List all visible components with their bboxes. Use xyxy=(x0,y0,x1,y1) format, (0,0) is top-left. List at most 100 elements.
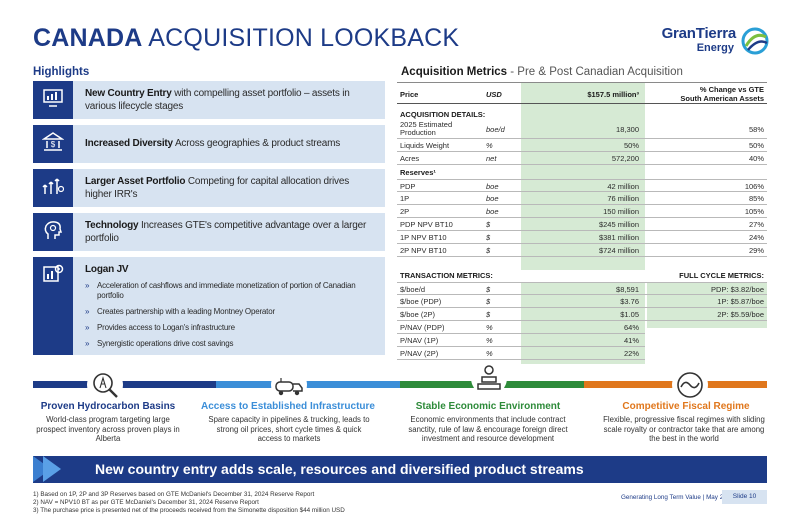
table-row: P/NAV (1P) % 41% xyxy=(397,334,645,347)
pillar-desc: Economic environments that include contr… xyxy=(408,415,568,443)
row-unit: net xyxy=(486,154,497,163)
gear-chart-icon xyxy=(33,257,73,355)
table-row: 1P NPV BT10 $ $381 million 24% xyxy=(397,231,767,244)
row-unit: % xyxy=(486,141,493,150)
row-label: 1P NPV BT10 xyxy=(400,233,447,242)
row-unit: % xyxy=(486,336,493,345)
row-value: 572,200 xyxy=(611,154,639,163)
row-change: 106% xyxy=(744,182,764,191)
row-label: 2P xyxy=(400,207,410,216)
company-logo: GranTierra Energy xyxy=(662,26,770,56)
metrics-header-rest: - Pre & Post Canadian Acquisition xyxy=(507,66,683,78)
row-label: P/NAV (PDP) xyxy=(400,323,445,332)
podium-icon xyxy=(471,360,507,396)
row-full-cycle: 2P: $5.59/boe xyxy=(717,310,764,319)
row-value: 50% xyxy=(623,141,639,150)
row-unit: % xyxy=(486,323,493,332)
row-unit: $ xyxy=(486,220,491,229)
table-row: $/boe (2P) $ $1.05 2P: $5.59/boe xyxy=(397,308,767,321)
row-value: 18,300 xyxy=(616,125,639,134)
logo-swirl-icon xyxy=(741,27,769,55)
table-row: Liquids Weight % 50% 50% xyxy=(397,139,767,152)
acq-section-title: ACQUISITION DETAILS: xyxy=(400,110,486,119)
band-segment-blue xyxy=(216,381,400,388)
chart-screen-icon xyxy=(33,81,73,119)
row-change: 50% xyxy=(748,141,764,150)
row-label: 2025 Estimated Production xyxy=(400,120,453,137)
footer-tagline: Generating Long Term Value | May 2025 xyxy=(621,494,734,501)
page-title-rest: ACQUISITION LOOKBACK xyxy=(142,24,460,52)
svg-text:$: $ xyxy=(51,140,56,149)
metrics-table: Price USD $157.5 million³ % Change vs GT… xyxy=(397,82,767,364)
row-value: $1.05 xyxy=(620,310,639,319)
pillar-title: Competitive Fiscal Regime xyxy=(622,401,750,412)
logo-line2: Energy xyxy=(696,42,734,54)
row-value: 76 million xyxy=(607,194,639,203)
col-value: $157.5 million³ xyxy=(587,90,639,99)
row-change: 58% xyxy=(748,125,764,134)
row-change: 85% xyxy=(748,194,764,203)
table-row: PDP boe 42 million 106% xyxy=(397,179,767,192)
highlight-title: New Country Entry xyxy=(85,88,172,99)
highlight-item: $ Increased Diversity Across geographies… xyxy=(33,125,385,163)
footnote: 3) The purchase price is presented net o… xyxy=(33,507,345,515)
col-price: Price xyxy=(400,90,419,99)
row-unit: boe/d xyxy=(486,125,505,134)
row-label: PDP NPV BT10 xyxy=(400,220,453,229)
row-value: 150 million xyxy=(603,207,639,216)
row-change: 40% xyxy=(748,154,764,163)
magnifier-rig-icon xyxy=(87,367,123,403)
pillar-desc: Spare capacity in pipelines & trucking, … xyxy=(208,415,370,443)
highlight-item: Logan JV Acceleration of cashflows and i… xyxy=(33,257,385,355)
row-value: $8,591 xyxy=(616,285,639,294)
pillar-title: Access to Established Infrastructure xyxy=(201,401,375,412)
growth-arrows-icon xyxy=(33,169,73,207)
row-unit: $ xyxy=(486,310,491,319)
row-value: $724 million xyxy=(598,246,639,255)
table-row: 2P boe 150 million 105% xyxy=(397,205,767,218)
row-value: 42 million xyxy=(607,182,639,191)
row-label: Liquids Weight xyxy=(400,141,450,150)
bullet-item: Creates partnership with a leading Montn… xyxy=(85,307,377,317)
table-row: $/boe/d $ $8,591 PDP: $3.82/boe xyxy=(397,282,767,295)
row-unit: $ xyxy=(486,297,491,306)
row-label: Acres xyxy=(400,154,420,163)
row-unit: % xyxy=(486,349,493,358)
highlights-header: Highlights xyxy=(33,66,90,78)
pillars-band xyxy=(33,381,767,388)
row-label: $/boe (2P) xyxy=(400,310,436,319)
highlights-list: New Country Entry with compelling asset … xyxy=(33,81,385,355)
row-unit: $ xyxy=(486,285,491,294)
truck-icon xyxy=(271,367,307,403)
row-change: 105% xyxy=(744,207,764,216)
highlight-text: Competing for capital allocation drives … xyxy=(85,176,350,200)
row-label: PDP xyxy=(400,182,416,191)
bank-dollar-icon: $ xyxy=(33,125,73,163)
footnotes: 1) Based on 1P, 2P and 3P Reserves based… xyxy=(33,491,345,516)
page-title-bold: CANADA xyxy=(33,24,143,52)
row-unit: boe xyxy=(486,194,499,203)
value-column-highlight xyxy=(521,82,645,270)
highlight-text: Across geographies & product streams xyxy=(172,138,341,149)
row-unit: $ xyxy=(486,246,491,255)
logan-jv-bullets: Acceleration of cashflows and immediate … xyxy=(85,281,377,349)
bullet-item: Synergistic operations drive cost saving… xyxy=(85,339,377,349)
tx-value-highlight xyxy=(521,282,645,364)
highlight-item: New Country Entry with compelling asset … xyxy=(33,81,385,119)
chevron-icon xyxy=(43,456,61,482)
row-full-cycle: PDP: $3.82/boe xyxy=(711,285,764,294)
footnote: 1) Based on 1P, 2P and 3P Reserves based… xyxy=(33,491,315,498)
footnote: 2) NAV = NPV10 BT as per GTE McDaniel's … xyxy=(33,499,259,507)
pillar-desc: World-class program targeting large pros… xyxy=(36,415,180,443)
row-full-cycle: 1P: $5.87/boe xyxy=(717,297,764,306)
col-usd: USD xyxy=(486,90,502,99)
table-row: Acres net 572,200 40% xyxy=(397,152,767,165)
table-row: PDP NPV BT10 $ $245 million 27% xyxy=(397,218,767,231)
row-value: $381 million xyxy=(598,233,639,242)
table-row: P/NAV (2P) % 22% xyxy=(397,347,645,360)
row-label: 1P xyxy=(400,194,410,203)
metrics-header-bold: Acquisition Metrics xyxy=(401,66,508,78)
highlight-title: Technology xyxy=(85,220,139,231)
highlight-item: Larger Asset Portfolio Competing for cap… xyxy=(33,169,385,207)
page-title: CANADA ACQUISITION LOOKBACK xyxy=(33,24,459,53)
